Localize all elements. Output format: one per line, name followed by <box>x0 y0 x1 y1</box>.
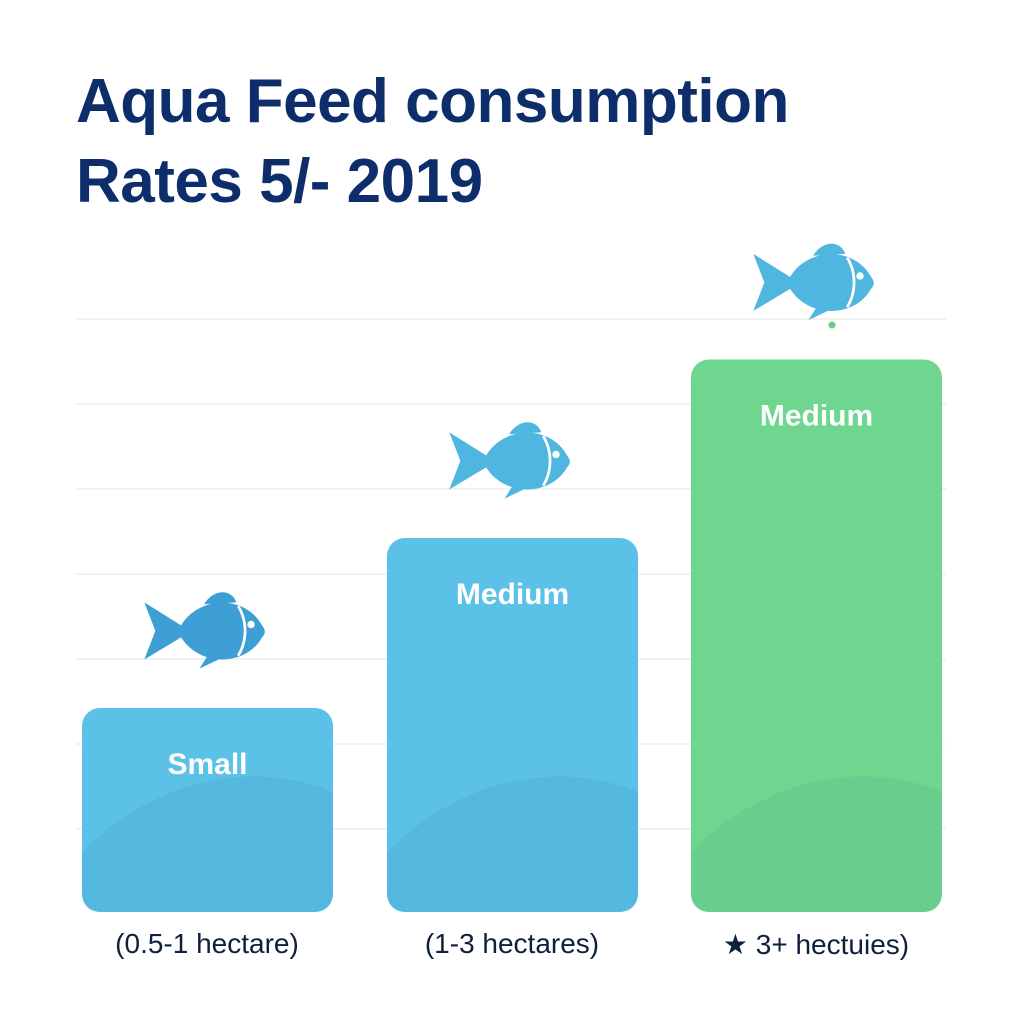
title-line-2: Rates 5/- 2019 <box>76 147 483 216</box>
title-line-1: Aqua Feed consumption <box>76 67 789 136</box>
fish-icon <box>753 243 874 321</box>
bar-wave-1 <box>387 776 638 912</box>
bar-label-0: Small <box>167 748 247 781</box>
category-label-medium: (1-3 hectares) <box>424 928 600 959</box>
bar-label-1: Medium <box>456 578 569 611</box>
chart-title: Aqua Feed consumption Rates 5/- 2019 <box>76 62 789 222</box>
bar-label-2: Medium <box>760 400 873 433</box>
bar-1 <box>387 538 638 912</box>
category-label-small: (0.5-1 hectare) <box>115 928 299 959</box>
fish-icon <box>449 422 570 499</box>
bar-0 <box>82 708 333 912</box>
category-label-large: ★ 3+ hectuies) <box>722 929 910 960</box>
fish-icon <box>144 592 265 669</box>
feed-pellet <box>828 321 836 329</box>
bar-wave-2 <box>691 776 942 912</box>
bar-wave-0 <box>82 776 333 912</box>
bar-2 <box>691 359 942 912</box>
